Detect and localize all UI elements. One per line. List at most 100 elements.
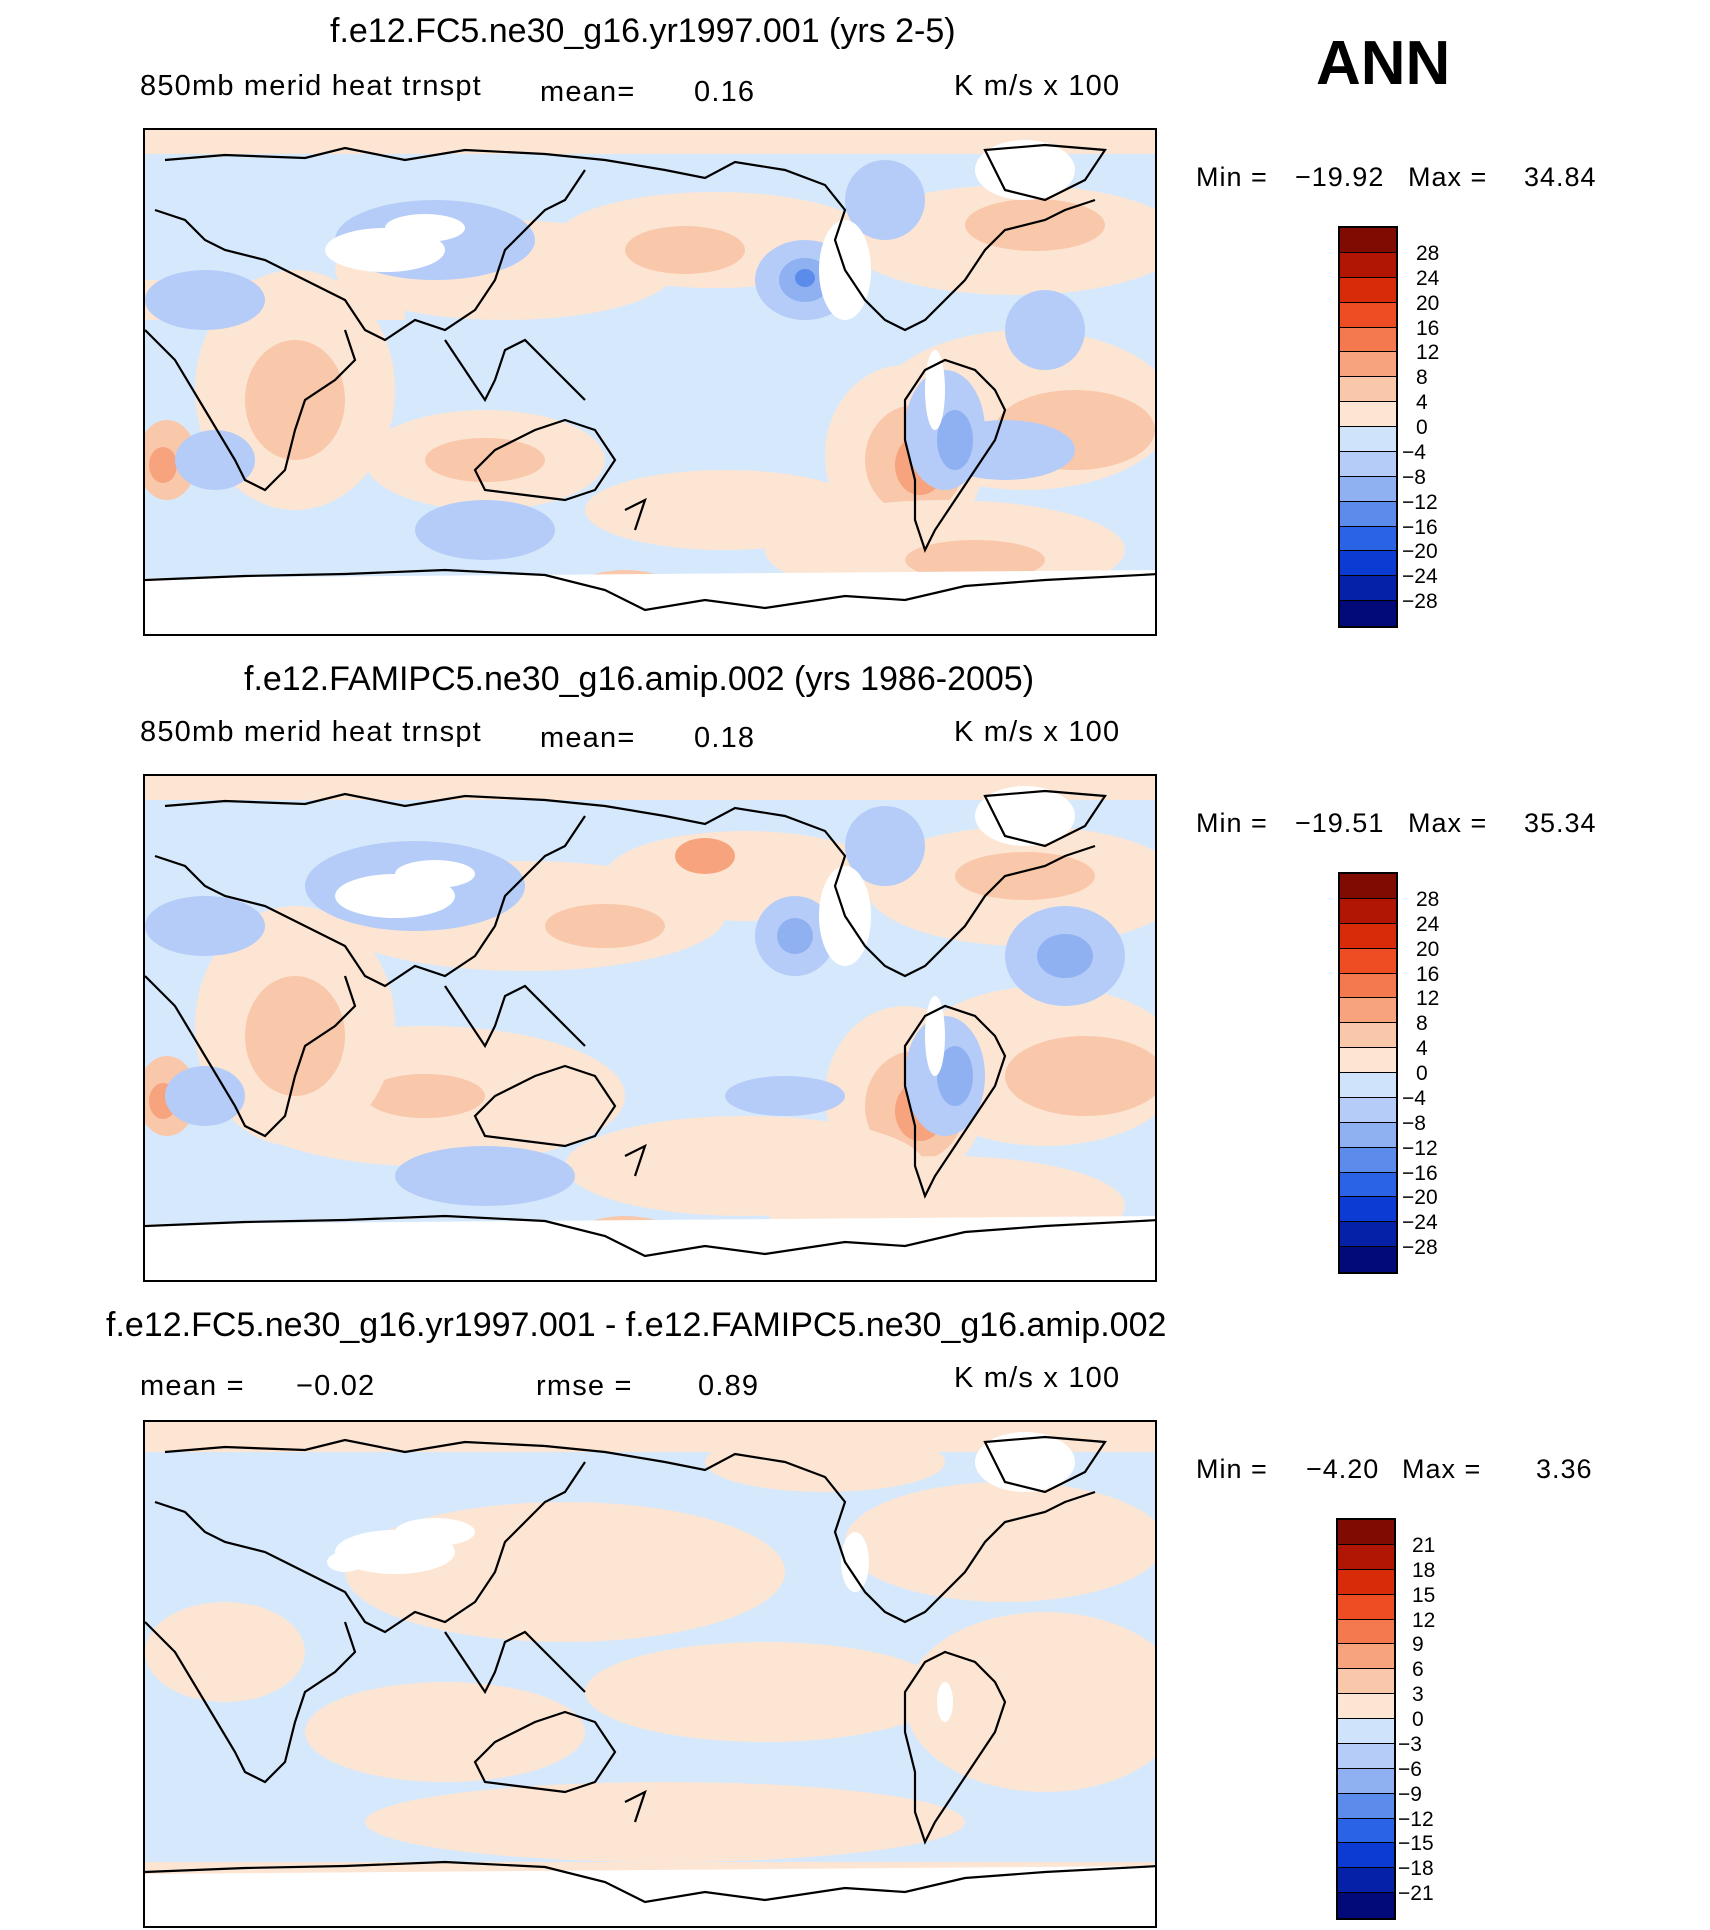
panel-3-units: K m/s x 100 — [954, 1362, 1121, 1394]
colorbar-tick-label: 9 — [1412, 1633, 1424, 1657]
colorbar-tick-label: 4 — [1416, 391, 1428, 415]
panel-2-coastlines — [145, 789, 1155, 1258]
colorbar-swatch — [1340, 1023, 1396, 1049]
panel-3-colorbar — [1336, 1518, 1396, 1920]
panel-2-min-label: Min = — [1196, 808, 1268, 838]
panel-1-units: K m/s x 100 — [954, 70, 1121, 102]
colorbar-swatch — [1338, 1669, 1394, 1695]
colorbar-tick-label: −12 — [1402, 1136, 1438, 1160]
panel-2-mean-label: mean= — [540, 722, 636, 754]
colorbar-swatch — [1340, 302, 1396, 328]
colorbar-swatch — [1340, 1147, 1396, 1173]
colorbar-tick-label: 12 — [1416, 341, 1440, 365]
colorbar-swatch — [1340, 402, 1396, 427]
panel-2-max-label: Max = — [1408, 808, 1488, 838]
colorbar-swatch — [1338, 1594, 1394, 1620]
colorbar-swatch — [1340, 352, 1396, 378]
panel-3-mean-label: mean = — [140, 1370, 245, 1402]
colorbar-tick-label: −24 — [1402, 565, 1438, 589]
colorbar-swatch — [1340, 476, 1396, 502]
panel-3-mean-value: −0.02 — [296, 1370, 376, 1402]
colorbar-tick-label: 0 — [1416, 416, 1428, 439]
colorbar-tick-label: −28 — [1402, 1236, 1438, 1260]
colorbar-tick-label: 28 — [1416, 887, 1440, 911]
colorbar-swatch — [1340, 948, 1396, 974]
panel-2-max-value: 35.34 — [1524, 808, 1597, 838]
colorbar-swatch — [1338, 1893, 1394, 1918]
colorbar-tick-label: −12 — [1398, 1807, 1434, 1831]
panel-3-min-value: −4.20 — [1306, 1454, 1380, 1484]
colorbar-swatch — [1340, 228, 1396, 253]
colorbar-swatch — [1338, 1843, 1394, 1869]
panel-3-rmse-value: 0.89 — [698, 1370, 760, 1402]
panel-3-max-label: Max = — [1402, 1454, 1482, 1484]
colorbar-tick-label: 0 — [1416, 1062, 1428, 1085]
panel-3-title: f.e12.FC5.ne30_g16.yr1997.001 - f.e12.FA… — [106, 1306, 1167, 1344]
colorbar-tick-label: 20 — [1416, 291, 1440, 315]
colorbar-swatch — [1338, 1743, 1394, 1769]
colorbar-swatch — [1340, 874, 1396, 899]
colorbar-swatch — [1340, 1122, 1396, 1148]
colorbar-swatch — [1340, 377, 1396, 403]
colorbar-tick-label: −16 — [1402, 515, 1438, 539]
panel-1-min-label: Min = — [1196, 162, 1268, 192]
panel-1-max-value: 34.84 — [1524, 162, 1597, 192]
colorbar-swatch — [1340, 501, 1396, 527]
colorbar-swatch — [1338, 1818, 1394, 1844]
colorbar-tick-label: 4 — [1416, 1037, 1428, 1061]
panel-3-coastlines — [145, 1435, 1155, 1904]
colorbar-tick-label: 24 — [1416, 912, 1440, 936]
colorbar-swatch — [1338, 1793, 1394, 1819]
panel-1-title: f.e12.FC5.ne30_g16.yr1997.001 (yrs 2-5) — [330, 12, 956, 50]
colorbar-swatch — [1338, 1644, 1394, 1670]
colorbar-tick-label: −8 — [1402, 1111, 1426, 1135]
panel-2-units: K m/s x 100 — [954, 716, 1121, 748]
panel-1-max-label: Max = — [1408, 162, 1488, 192]
colorbar-swatch — [1340, 427, 1396, 452]
panel-1-map — [143, 128, 1157, 636]
colorbar-tick-label: −24 — [1402, 1211, 1438, 1235]
panel-1-coastlines — [145, 143, 1155, 612]
colorbar-tick-label: −16 — [1402, 1161, 1438, 1185]
colorbar-tick-label: 15 — [1412, 1583, 1436, 1607]
colorbar-tick-label: −12 — [1402, 490, 1438, 514]
colorbar-tick-label: −15 — [1398, 1832, 1434, 1856]
colorbar-tick-label: −20 — [1402, 1186, 1438, 1210]
colorbar-swatch — [1338, 1544, 1394, 1570]
colorbar-swatch — [1340, 1222, 1396, 1248]
panel-3-land-mask — [145, 1432, 1155, 1926]
panel-2-mean-value: 0.18 — [694, 722, 756, 754]
colorbar-tick-label: −3 — [1398, 1732, 1422, 1756]
colorbar-tick-label: −6 — [1398, 1757, 1422, 1781]
colorbar-swatch — [1338, 1868, 1394, 1894]
panel-2-variable: 850mb merid heat trnspt — [140, 716, 482, 748]
panel-1-mean-label: mean= — [540, 76, 636, 108]
colorbar-tick-label: −18 — [1398, 1857, 1434, 1881]
panel-3-rmse-label: rmse = — [536, 1370, 633, 1402]
colorbar-swatch — [1340, 601, 1396, 626]
colorbar-tick-label: −4 — [1402, 440, 1426, 464]
panel-2-min-value: −19.51 — [1295, 808, 1385, 838]
colorbar-swatch — [1340, 252, 1396, 278]
colorbar-tick-label: 24 — [1416, 266, 1440, 290]
colorbar-swatch — [1340, 973, 1396, 999]
colorbar-swatch — [1340, 576, 1396, 602]
colorbar-swatch — [1340, 526, 1396, 552]
colorbar-tick-label: 18 — [1412, 1558, 1436, 1582]
panel-1-mean-value: 0.16 — [694, 76, 756, 108]
colorbar-swatch — [1338, 1719, 1394, 1744]
colorbar-swatch — [1340, 327, 1396, 353]
colorbar-swatch — [1340, 1048, 1396, 1073]
panel-2-land-mask — [145, 786, 1155, 1280]
colorbar-swatch — [1338, 1768, 1394, 1794]
season-label: ANN — [1316, 29, 1451, 98]
colorbar-tick-label: 8 — [1416, 366, 1428, 390]
colorbar-tick-label: 0 — [1412, 1708, 1424, 1731]
colorbar-tick-label: 6 — [1412, 1658, 1424, 1682]
colorbar-swatch — [1340, 998, 1396, 1024]
colorbar-tick-label: 12 — [1416, 987, 1440, 1011]
colorbar-tick-label: 8 — [1416, 1012, 1428, 1036]
colorbar-tick-label: −21 — [1398, 1882, 1434, 1906]
colorbar-tick-label: 21 — [1412, 1533, 1436, 1557]
colorbar-swatch — [1340, 923, 1396, 949]
